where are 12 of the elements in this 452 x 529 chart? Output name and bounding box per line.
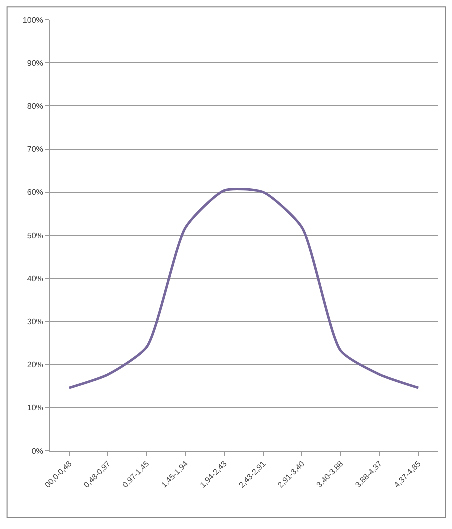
- y-tick-label: 30%: [27, 318, 44, 326]
- y-tick-label: 50%: [27, 231, 44, 240]
- y-tick-label: 90%: [27, 58, 44, 68]
- y-tick-label: 10%: [27, 404, 44, 413]
- y-tick-label: 20%: [27, 360, 44, 370]
- y-tick-label: 100%: [22, 16, 44, 25]
- y-tick-label: 0%: [32, 446, 44, 456]
- y-tick-label: 70%: [27, 145, 44, 154]
- y-tick-label: 40%: [27, 274, 44, 284]
- y-tick-label: 60%: [27, 188, 44, 198]
- y-tick-label: 80%: [27, 102, 44, 111]
- line-series: [68, 188, 420, 390]
